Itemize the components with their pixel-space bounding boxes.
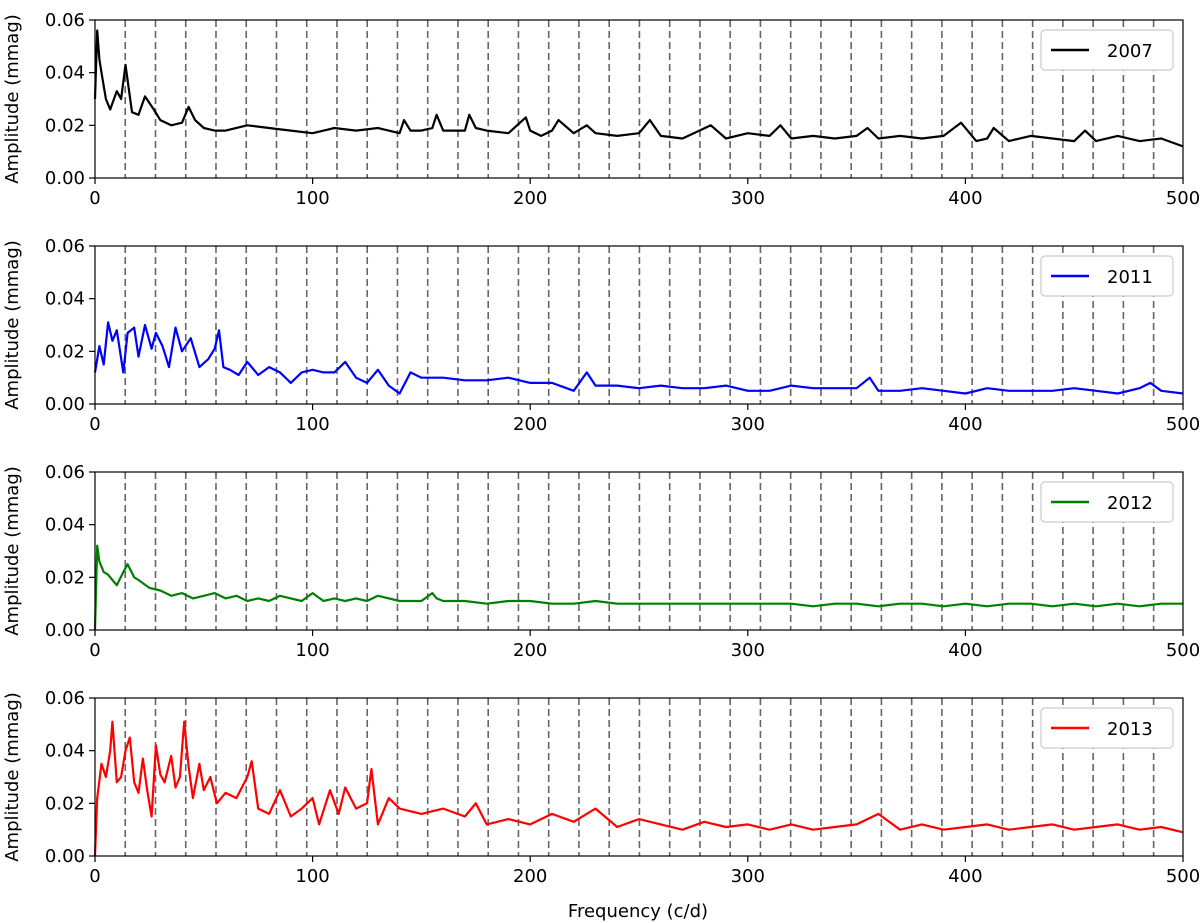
legend-label: 2011 bbox=[1107, 267, 1153, 288]
plot-frame bbox=[94, 471, 1184, 631]
y-tick-label: 0.04 bbox=[45, 741, 85, 762]
x-tick-label: 100 bbox=[295, 188, 329, 209]
x-tick-label: 100 bbox=[295, 414, 329, 435]
panel-2007: 0 100 200 300 400 500 0.00 0.02 0.04 0.06 Amplitud… bbox=[2, 10, 1200, 209]
x-tick-label: 200 bbox=[513, 866, 547, 887]
y-tick-label: 0.00 bbox=[45, 620, 85, 641]
panel-2013: 0 100 200 300 400 500 0.00 0.02 0.04 0.06 Amplitud… bbox=[2, 688, 1200, 887]
panel-2012: 0 100 200 300 400 500 0.00 0.02 0.04 0.06 Amplitud… bbox=[2, 462, 1200, 661]
x-tick-label: 0 bbox=[89, 866, 100, 887]
legend-box bbox=[1040, 481, 1174, 523]
x-tick-label: 500 bbox=[1166, 188, 1200, 209]
y-axis-label: Amplitude (mmag) bbox=[2, 692, 23, 862]
x-tick-label: 400 bbox=[948, 640, 982, 661]
y-tick-label: 0.06 bbox=[45, 10, 85, 31]
x-tick-label: 500 bbox=[1166, 866, 1200, 887]
y-axis-label: Amplitude (mmag) bbox=[2, 240, 23, 410]
x-tick-label: 300 bbox=[731, 414, 765, 435]
y-tick-label: 0.04 bbox=[45, 63, 85, 84]
y-tick-label: 0.00 bbox=[45, 168, 85, 189]
x-tick-label: 200 bbox=[513, 188, 547, 209]
y-tick-label: 0.02 bbox=[45, 793, 85, 814]
legend-box bbox=[1040, 255, 1174, 297]
x-tick-label: 0 bbox=[89, 640, 100, 661]
series-line-2012 bbox=[93, 544, 1183, 631]
legend-label: 2007 bbox=[1107, 41, 1153, 62]
legend-box bbox=[1040, 707, 1174, 749]
y-tick-label: 0.04 bbox=[45, 515, 85, 536]
x-tick-label: 200 bbox=[513, 640, 547, 661]
y-tick-label: 0.00 bbox=[45, 846, 85, 867]
x-tick-label: 300 bbox=[731, 188, 765, 209]
panel-2011: 0 100 200 300 400 500 0.00 0.02 0.04 0.06 Amplitud… bbox=[2, 236, 1200, 435]
series-line-2013 bbox=[93, 720, 1184, 857]
legend-box bbox=[1040, 29, 1174, 71]
y-tick-label: 0.02 bbox=[45, 567, 85, 588]
x-tick-label: 500 bbox=[1166, 414, 1200, 435]
y-tick-label: 0.02 bbox=[45, 341, 85, 362]
y-tick-label: 0.06 bbox=[45, 236, 85, 257]
panels: 0 100 200 300 400 500 0.00 0.02 0.04 0.06 Amplitud… bbox=[2, 10, 1200, 887]
plot-frame bbox=[94, 245, 1184, 405]
x-tick-label: 300 bbox=[731, 866, 765, 887]
series-line-2011 bbox=[93, 321, 1184, 395]
y-tick-label: 0.06 bbox=[45, 688, 85, 709]
x-axis-label: Frequency (c/d) bbox=[568, 901, 708, 922]
y-tick-label: 0.06 bbox=[45, 462, 85, 483]
y-tick-label: 0.04 bbox=[45, 289, 85, 310]
legend-label: 2012 bbox=[1107, 493, 1153, 514]
series-line-2007 bbox=[93, 29, 1184, 148]
x-tick-label: 100 bbox=[295, 640, 329, 661]
legend-label: 2013 bbox=[1107, 719, 1153, 740]
x-tick-label: 300 bbox=[731, 640, 765, 661]
y-tick-label: 0.00 bbox=[45, 394, 85, 415]
x-tick-label: 200 bbox=[513, 414, 547, 435]
x-tick-label: 400 bbox=[948, 188, 982, 209]
plot-frame bbox=[94, 697, 1184, 857]
x-tick-label: 500 bbox=[1166, 640, 1200, 661]
x-tick-label: 0 bbox=[89, 188, 100, 209]
x-tick-label: 0 bbox=[89, 414, 100, 435]
y-axis-label: Amplitude (mmag) bbox=[2, 466, 23, 636]
y-axis-label: Amplitude (mmag) bbox=[2, 14, 23, 184]
x-tick-label: 400 bbox=[948, 414, 982, 435]
x-tick-label: 400 bbox=[948, 866, 982, 887]
y-tick-label: 0.02 bbox=[45, 115, 85, 136]
x-tick-label: 100 bbox=[295, 866, 329, 887]
plot-frame bbox=[94, 19, 1184, 179]
